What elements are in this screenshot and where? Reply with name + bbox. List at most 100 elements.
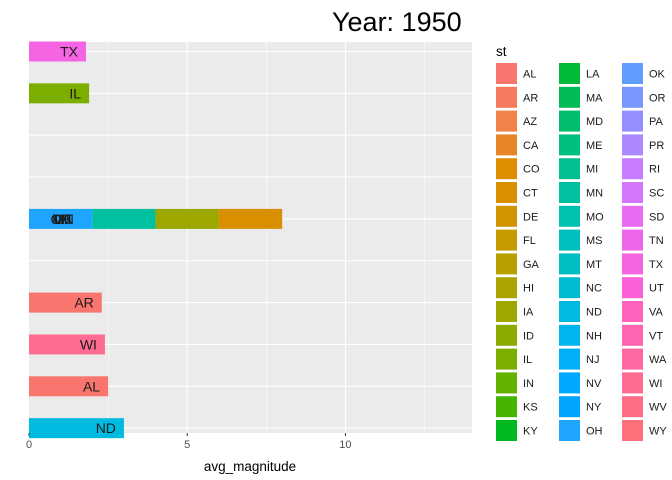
bar-ar bbox=[29, 292, 102, 313]
legend-key-al bbox=[496, 63, 517, 84]
legend-key-ri bbox=[622, 158, 643, 180]
bar-label-il: IL bbox=[69, 85, 81, 101]
legend-key-nv bbox=[559, 372, 580, 394]
legend-key-tx bbox=[622, 253, 643, 275]
legend-key-oh bbox=[559, 420, 580, 441]
legend-label-tn: TN bbox=[649, 235, 664, 247]
legend-label-wa: WA bbox=[649, 354, 667, 366]
legend-label-nd: ND bbox=[586, 307, 602, 319]
legend-key-me bbox=[559, 134, 580, 156]
legend-label-wy: WY bbox=[649, 426, 667, 438]
legend-key-ut bbox=[622, 277, 643, 299]
legend-key-il bbox=[496, 348, 517, 370]
legend-key-sd bbox=[622, 205, 643, 227]
legend-label-nv: NV bbox=[586, 378, 602, 390]
plot-background bbox=[29, 42, 472, 433]
legend-label-sd: SD bbox=[649, 211, 664, 223]
legend-label-nc: NC bbox=[586, 283, 602, 295]
legend-key-ky bbox=[496, 420, 517, 441]
legend-label-id: ID bbox=[523, 330, 534, 342]
legend-key-mt bbox=[559, 253, 580, 275]
legend-key-nj bbox=[559, 348, 580, 370]
legend-key-wi bbox=[622, 372, 643, 394]
bar-al bbox=[29, 376, 109, 397]
legend-label-wi: WI bbox=[649, 378, 662, 390]
legend-label-la: LA bbox=[586, 69, 600, 81]
bar-tx bbox=[29, 41, 86, 62]
legend-label-al: AL bbox=[523, 69, 536, 81]
bar-oh bbox=[29, 208, 93, 229]
legend-key-pr bbox=[622, 134, 643, 156]
bar-label-oh: OH bbox=[51, 211, 72, 227]
bar-label-ia: IA bbox=[54, 211, 68, 227]
legend-key-vt bbox=[622, 324, 643, 346]
legend-label-fl: FL bbox=[523, 235, 536, 247]
bar-ia bbox=[155, 208, 219, 229]
legend-key-nc bbox=[559, 277, 580, 299]
legend-label-ky: KY bbox=[523, 426, 538, 438]
legend-label-co: CO bbox=[523, 164, 540, 176]
bar-ct bbox=[218, 208, 283, 229]
legend-label-or: OR bbox=[649, 92, 666, 104]
legend-key-ok bbox=[622, 63, 643, 84]
legend-key-wy bbox=[622, 420, 643, 441]
bar-label-ct: CT bbox=[54, 211, 73, 227]
legend-key-wv bbox=[622, 396, 643, 418]
chart-title: Year: 1950 bbox=[332, 7, 462, 37]
legend-key-co bbox=[496, 158, 517, 180]
legend-key-wa bbox=[622, 348, 643, 370]
legend-label-hi: HI bbox=[523, 283, 534, 295]
bar-label-nd: ND bbox=[96, 420, 116, 436]
x-tick-label: 5 bbox=[184, 439, 190, 451]
legend-key-nh bbox=[559, 324, 580, 346]
legend-label-mo: MO bbox=[586, 211, 604, 223]
legend-label-oh: OH bbox=[586, 426, 603, 438]
legend-key-in bbox=[496, 372, 517, 394]
legend-key-id bbox=[496, 324, 517, 346]
legend-key-ia bbox=[496, 301, 517, 322]
legend-label-ms: MS bbox=[586, 235, 603, 247]
bar-mn bbox=[92, 208, 156, 229]
legend-label-sc: SC bbox=[649, 188, 664, 200]
legend-key-mo bbox=[559, 205, 580, 227]
bars bbox=[29, 41, 283, 439]
bar-nd bbox=[29, 418, 124, 439]
legend-key-ct bbox=[496, 182, 517, 203]
bar-wi bbox=[29, 334, 105, 355]
legend-label-md: MD bbox=[586, 116, 603, 128]
legend-label-ok: OK bbox=[649, 69, 666, 81]
legend-label-mn: MN bbox=[586, 188, 603, 200]
legend-key-ar bbox=[496, 86, 517, 108]
legend-label-mt: MT bbox=[586, 259, 602, 271]
legend-key-ca bbox=[496, 134, 517, 156]
legend: st AL AR AZ CA CO CT DE FL GA HI IA ID IL IN KS KY LA MA M… bbox=[496, 44, 667, 441]
legend-key-mi bbox=[559, 158, 580, 180]
bar-label-al: AL bbox=[83, 378, 100, 394]
legend-label-ks: KS bbox=[523, 402, 538, 414]
legend-key-va bbox=[622, 301, 643, 322]
legend-key-ma bbox=[559, 86, 580, 108]
legend-key-ms bbox=[559, 229, 580, 251]
legend-key-mn bbox=[559, 182, 580, 203]
legend-key-de bbox=[496, 205, 517, 227]
grid-lines bbox=[29, 42, 472, 433]
legend-label-tx: TX bbox=[649, 259, 664, 271]
x-axis-ticks: 0 5 10 bbox=[26, 433, 352, 451]
legend-label-ia: IA bbox=[523, 307, 534, 319]
legend-label-va: VA bbox=[649, 307, 664, 319]
legend-key-sc bbox=[622, 182, 643, 203]
legend-label-de: DE bbox=[523, 211, 538, 223]
bar-label-mn: MN bbox=[52, 211, 74, 227]
legend-key-pa bbox=[622, 110, 643, 132]
legend-label-ny: NY bbox=[586, 402, 602, 414]
legend-key-or bbox=[622, 86, 643, 108]
legend-key-md bbox=[559, 110, 580, 132]
legend-label-ga: GA bbox=[523, 259, 540, 271]
legend-label-nh: NH bbox=[586, 330, 602, 342]
legend-label-me: ME bbox=[586, 140, 603, 152]
legend-label-pr: PR bbox=[649, 140, 664, 152]
legend-key-hi bbox=[496, 277, 517, 299]
